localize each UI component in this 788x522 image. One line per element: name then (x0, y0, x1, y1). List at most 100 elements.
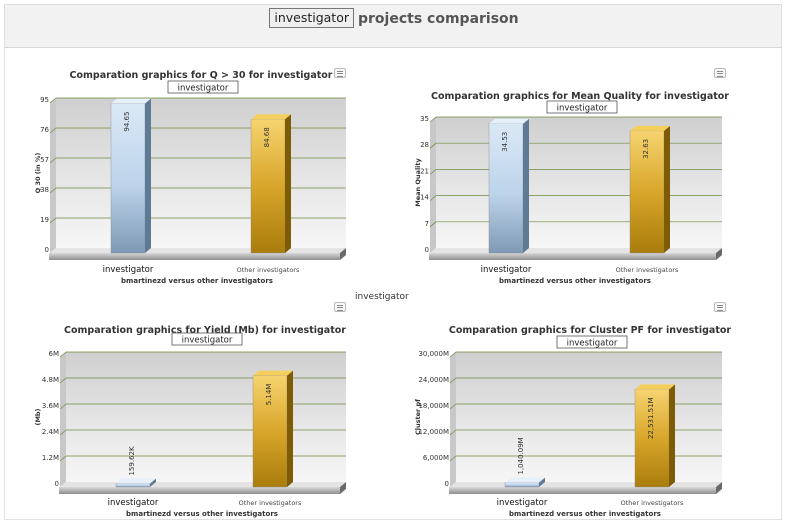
chart-2-tick-label: 21 (420, 167, 429, 175)
stray-investigator-label: investigator (355, 292, 409, 302)
chart-3-user-box-label: investigator (182, 336, 233, 346)
chart-2-gridline-side (429, 116, 437, 123)
chart-1-tick-label: 76 (40, 126, 49, 134)
chart-3-gridline-side (59, 377, 67, 384)
chart-1-floor-side (340, 248, 346, 260)
chart-3-group: Comparation graphics for Yield (Mb) for … (34, 325, 346, 518)
chart-1-bar-top (111, 98, 151, 104)
chart-4-gridline-side (449, 429, 457, 436)
chart-3-floor-front (59, 487, 340, 494)
chart-3-floor-side (340, 482, 346, 494)
chart-4-category-label: Other investigators (621, 499, 684, 507)
chart-2-category-label: Other investigators (616, 266, 679, 274)
chart-2-value-label: 34.53 (501, 132, 509, 152)
chart-1-menu-button[interactable] (334, 68, 346, 78)
main-panel (4, 48, 782, 520)
chart-2-bar-side (664, 125, 670, 253)
chart-1-bar-investigator (110, 103, 146, 254)
chart-2-gridline-side (429, 195, 437, 201)
chart-3-category-label: investigator (108, 498, 159, 508)
chart-2-bar-top (630, 125, 670, 131)
chart-3-user-box (171, 332, 243, 346)
header-title: projects comparison (358, 11, 519, 27)
chart-2-tick-label: 0 (425, 246, 429, 254)
chart-1-category-label: investigator (103, 265, 154, 275)
chart-4-user-box-label: investigator (567, 339, 618, 349)
chart-1-value-label: 94.65 (123, 112, 131, 132)
chart-1-title: Comparation graphics for Q > 30 for inve… (70, 70, 333, 81)
chart-2-user-box-label: investigator (557, 104, 608, 114)
chart-1-floor-top (50, 248, 346, 253)
chart-4-tick-label: 24,000M (418, 376, 449, 384)
chart-4-gridline-side (449, 377, 457, 384)
chart-3-value-label: 159.62K (128, 446, 136, 475)
chart-2-gridline-side (429, 221, 437, 228)
chart-4-tick-label: 18,000M (418, 402, 449, 410)
chart-3-tick-label: 6M (49, 350, 60, 358)
chart-4-tick-label: 12,000M (418, 428, 449, 436)
chart-2-floor-top (430, 248, 722, 253)
chart-1-gridline-side (49, 157, 57, 164)
chart-1-tick-label: 57 (40, 156, 49, 164)
chart-1-bar-side (285, 114, 291, 253)
chart-3-tick-label: 0 (55, 480, 59, 488)
chart-3-tick-label: 4.8M (42, 376, 59, 384)
chart-2-user-box (546, 100, 618, 114)
chart-1-value-label: 84.68 (263, 127, 271, 147)
chart-3-gridline-side (59, 403, 67, 410)
chart-1-gridline-side (49, 97, 57, 104)
chart-3-tick-label: 3.6M (42, 402, 59, 410)
chart-4-side-wall (450, 352, 456, 487)
chart-3-bar-top (253, 370, 293, 376)
chart-2-tick-label: 14 (420, 194, 429, 202)
chart-3-floor-top (60, 482, 346, 487)
chart-1-bar-top (251, 114, 291, 120)
chart-1-gridline-side (49, 127, 57, 134)
chart-1-tick-label: 38 (40, 186, 49, 194)
chart-4-y-axis-label: Cluster pf (414, 399, 422, 435)
chart-4-bar-other (634, 389, 670, 488)
chart-4-title: Comparation graphics for Cluster PF for … (449, 325, 731, 336)
chart-3-bar-other (252, 375, 288, 488)
chart-4-user-box (556, 335, 628, 349)
chart-2-group: Comparation graphics for Mean Quality fo… (414, 91, 729, 285)
chart-4-x-axis-label: bmartinezd versus other investigators (509, 510, 661, 518)
chart-1-bar-other (250, 119, 286, 254)
header-user-box[interactable]: investigator (269, 8, 354, 28)
chart-3-title: Comparation graphics for Yield (Mb) for … (64, 325, 346, 336)
chart-3-x-axis-label: bmartinezd versus other investigators (126, 510, 278, 518)
chart-4-bar-top (505, 477, 545, 483)
chart-4-bar-side (669, 384, 675, 487)
chart-2-tick-label: 7 (425, 220, 429, 228)
chart-1-bar-side (145, 98, 151, 253)
chart-1-tick-label: 0 (45, 246, 49, 254)
chart-3-category-label: Other investigators (239, 499, 302, 507)
chart-3-gridline-side (59, 429, 67, 436)
chart-4-bar-top (635, 384, 675, 390)
chart-4-tick-label: 6,000M (423, 454, 449, 462)
chart-2-side-wall (430, 117, 436, 253)
chart-4-floor-front (449, 487, 716, 494)
chart-3-plot-area (66, 352, 346, 482)
chart-4-bar-investigator (504, 482, 540, 488)
chart-2-bar-top (489, 118, 529, 124)
chart-1-user-box-label: investigator (178, 84, 229, 94)
chart-1-side-wall (50, 98, 56, 253)
chart-4-menu-button[interactable] (714, 302, 726, 312)
chart-4-tick-label: 0 (445, 480, 449, 488)
chart-2-menu-button[interactable] (714, 68, 726, 78)
chart-2-value-label: 32.63 (642, 139, 650, 159)
chart-3-tick-label: 1.2M (42, 454, 59, 462)
header-band (4, 4, 782, 48)
chart-2-gridline-side (429, 142, 437, 149)
chart-4-value-label: 22,531.51M (647, 397, 655, 439)
chart-2-bar-investigator (488, 123, 524, 254)
chart-1-tick-label: 95 (40, 96, 49, 104)
chart-1-user-box (167, 80, 239, 94)
chart-1-gridline-side (49, 217, 57, 224)
chart-3-menu-button[interactable] (334, 302, 346, 312)
chart-2-floor-side (716, 248, 722, 260)
chart-3-bar-side (287, 370, 293, 487)
page-header: investigator projects comparison (0, 8, 788, 30)
